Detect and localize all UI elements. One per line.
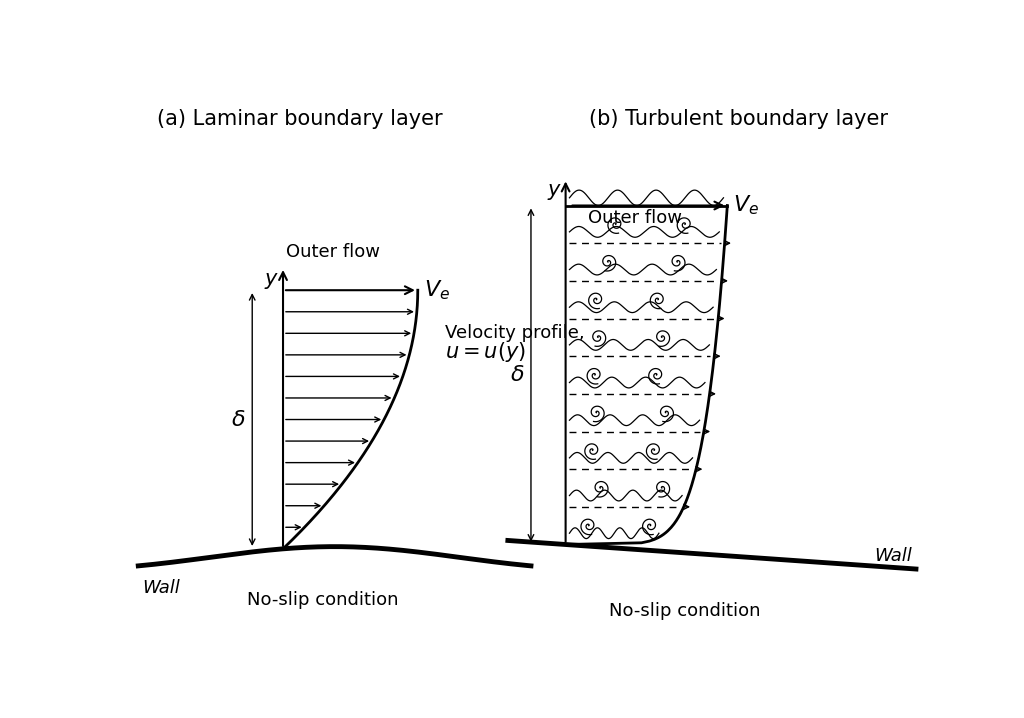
Text: $\delta$: $\delta$	[231, 409, 246, 429]
Text: $u = u(y)$: $u = u(y)$	[444, 340, 525, 364]
Text: $V_e$: $V_e$	[733, 194, 760, 218]
Text: y: y	[547, 180, 559, 200]
Text: Wall: Wall	[142, 579, 180, 597]
Text: (a) Laminar boundary layer: (a) Laminar boundary layer	[157, 109, 442, 129]
Text: $V_e$: $V_e$	[424, 279, 450, 302]
Text: Velocity profile,: Velocity profile,	[444, 324, 585, 342]
Text: Outer flow: Outer flow	[286, 243, 380, 261]
Text: No-slip condition: No-slip condition	[609, 602, 761, 620]
Text: (b) Turbulent boundary layer: (b) Turbulent boundary layer	[590, 109, 889, 129]
Text: $\delta$: $\delta$	[510, 365, 524, 385]
Text: Outer flow: Outer flow	[588, 209, 682, 227]
Text: Wall: Wall	[874, 547, 912, 565]
Text: y: y	[264, 269, 276, 289]
Text: No-slip condition: No-slip condition	[248, 590, 398, 609]
